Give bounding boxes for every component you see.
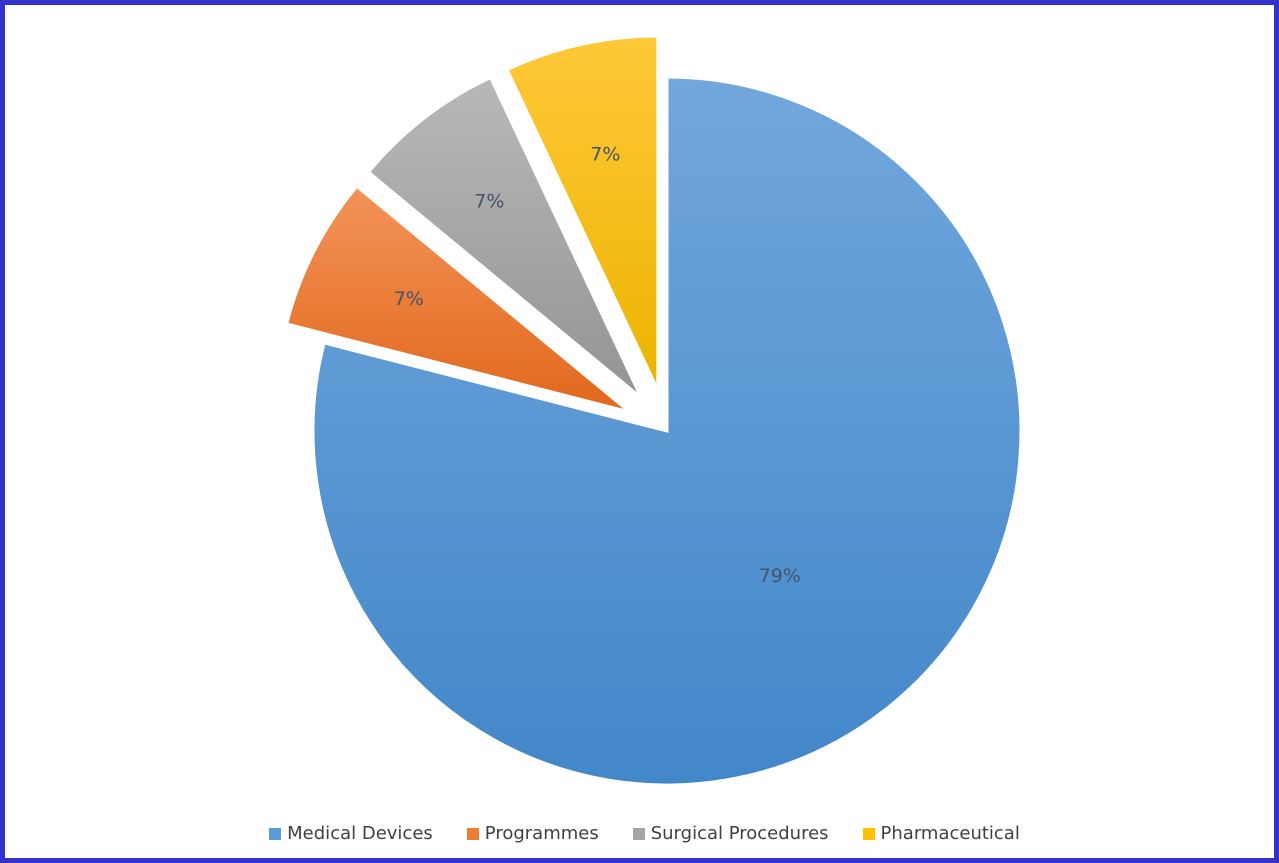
legend-swatch [269, 827, 282, 840]
legend-item-medical-devices: Medical Devices [269, 823, 433, 844]
data-label-programmes: 7% [394, 288, 424, 310]
pie-chart: 79% 7% 7% 7% [284, 34, 1023, 787]
pie-slice-surgical-procedures [366, 75, 643, 399]
legend-label: Pharmaceutical [880, 823, 1020, 844]
legend-swatch [862, 827, 875, 840]
legend-label: Medical Devices [287, 823, 433, 844]
data-label-surgical-procedures: 7% [474, 191, 504, 213]
legend-label: Programmes [484, 823, 599, 844]
legend-item-pharmaceutical: Pharmaceutical [862, 823, 1020, 844]
legend-item-surgical-procedures: Surgical Procedures [632, 823, 829, 844]
data-label-pharmaceutical: 7% [590, 144, 620, 166]
legend-swatch [466, 827, 479, 840]
legend-swatch [632, 827, 645, 840]
legend-item-programmes: Programmes [466, 823, 599, 844]
chart-legend: Medical Devices Programmes Surgical Proced… [5, 823, 1279, 844]
legend-label: Surgical Procedures [650, 823, 829, 844]
pie-slice-medical-devices [311, 75, 1023, 787]
pie-slice-pharmaceutical [505, 34, 660, 391]
pie-slice-programmes [284, 184, 631, 414]
data-label-medical-devices: 79% [759, 565, 801, 587]
